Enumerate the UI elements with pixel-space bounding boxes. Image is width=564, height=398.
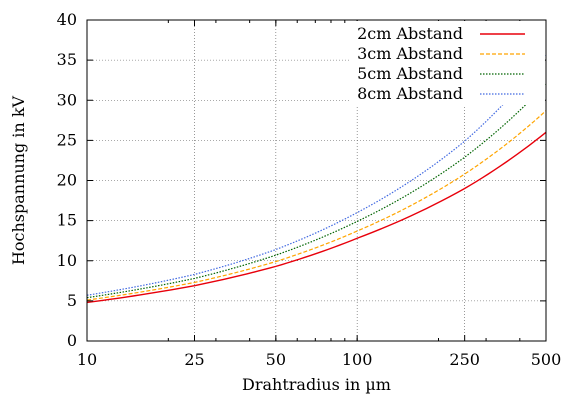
series-line (86, 110, 547, 301)
y-tick-label: 30 (57, 90, 77, 109)
axis-ticks: 0 5 10 15 20 25 30 35 40 10 25 50 100 250 500 (57, 10, 562, 369)
x-tick-label: 10 (77, 350, 97, 369)
x-tick-label: 250 (449, 350, 480, 369)
y-tick-label: 5 (67, 291, 77, 310)
x-axis-label: Drahtradius in µm (242, 375, 391, 394)
legend-label: 8cm Abstand (357, 84, 463, 103)
series-lines (86, 54, 547, 304)
series-line (86, 131, 547, 304)
x-tick-label: 50 (266, 350, 286, 369)
series-line (86, 54, 547, 296)
y-axis-label: Hochspannung in kV (9, 95, 28, 265)
y-tick-label: 20 (57, 171, 77, 190)
y-tick-label: 35 (57, 50, 77, 69)
x-tick-label: 25 (184, 350, 204, 369)
x-tick-label: 100 (342, 350, 373, 369)
y-tick-label: 25 (57, 130, 77, 149)
series-line (86, 83, 547, 299)
x-tick-label: 500 (531, 350, 562, 369)
grid (87, 20, 546, 341)
legend-background (350, 21, 545, 105)
y-tick-label: 0 (67, 331, 77, 350)
y-tick-label: 40 (57, 10, 77, 29)
legend-label: 5cm Abstand (357, 64, 463, 83)
y-tick-label: 10 (57, 251, 77, 270)
y-tick-label: 15 (57, 211, 77, 230)
legend-label: 2cm Abstand (357, 24, 463, 43)
legend-label: 3cm Abstand (357, 44, 463, 63)
